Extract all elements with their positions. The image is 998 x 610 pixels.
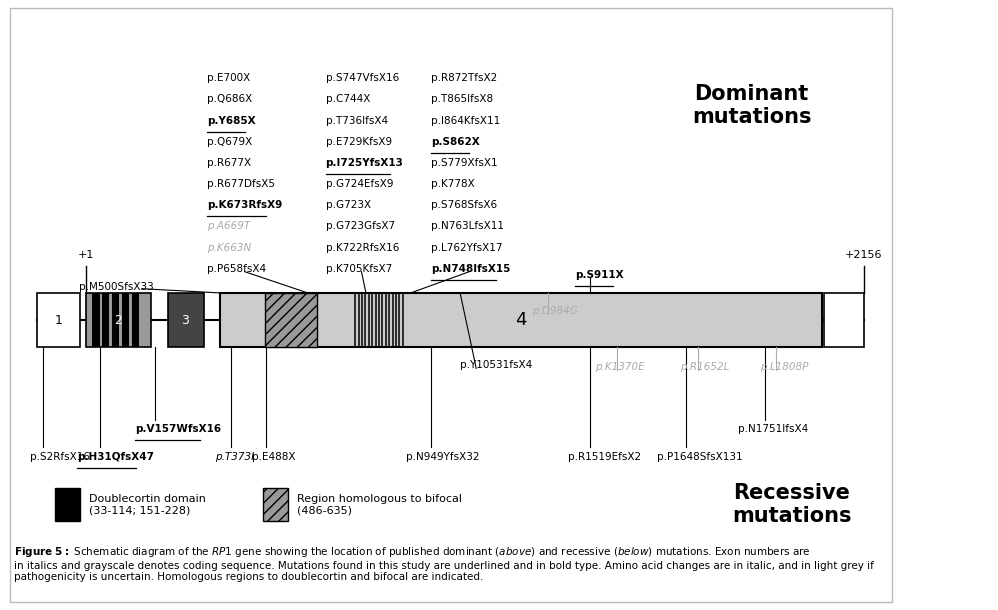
Text: p.M500SfsX33: p.M500SfsX33: [79, 282, 154, 292]
Text: p.E488X: p.E488X: [252, 453, 295, 462]
Text: p.I864KfsX11: p.I864KfsX11: [431, 116, 501, 126]
Text: p.K673RfsX9: p.K673RfsX9: [208, 200, 282, 210]
Text: p.R1652L: p.R1652L: [680, 362, 730, 372]
Text: p.E729KfsX9: p.E729KfsX9: [325, 137, 392, 147]
Text: p.L762YfsX17: p.L762YfsX17: [431, 243, 503, 253]
Text: p.N763LfsX11: p.N763LfsX11: [431, 221, 504, 231]
Text: p.T865IfsX8: p.T865IfsX8: [431, 95, 494, 104]
Bar: [220, 293, 822, 347]
Text: p.S862X: p.S862X: [431, 137, 480, 147]
Text: p.R677X: p.R677X: [208, 158, 251, 168]
Text: p.E700X: p.E700X: [208, 73, 250, 84]
Text: p.N949YfsX32: p.N949YfsX32: [406, 453, 480, 462]
Text: Region homologous to bifocal
(486-635): Region homologous to bifocal (486-635): [297, 493, 462, 515]
Text: p.Q686X: p.Q686X: [208, 95, 252, 104]
Bar: [93, 293, 100, 347]
Text: Dominant
mutations: Dominant mutations: [692, 84, 811, 127]
Text: p.L1808P: p.L1808P: [760, 362, 809, 372]
Text: p.K705KfsX7: p.K705KfsX7: [325, 264, 392, 274]
Text: Recessive
mutations: Recessive mutations: [733, 483, 851, 526]
Text: p.N748IfsX15: p.N748IfsX15: [431, 264, 511, 274]
Text: p.G723X: p.G723X: [325, 200, 370, 210]
Text: +1: +1: [78, 249, 95, 260]
Bar: [103, 293, 110, 347]
Text: p.R677DfsX5: p.R677DfsX5: [208, 179, 275, 189]
Bar: [122, 293, 129, 347]
Bar: [86, 293, 151, 347]
Bar: [112, 293, 120, 347]
Text: p.K663N: p.K663N: [208, 243, 251, 253]
Text: p.T736IfsX4: p.T736IfsX4: [325, 116, 388, 126]
Text: p.R872TfsX2: p.R872TfsX2: [431, 73, 498, 84]
Text: +2156: +2156: [845, 249, 882, 260]
Text: p.H31QfsX47: p.H31QfsX47: [77, 453, 155, 462]
Text: p.A669T: p.A669T: [208, 221, 250, 231]
Text: $\mathit{1}$: $\mathit{1}$: [54, 314, 63, 326]
Text: p.Y685X: p.Y685X: [208, 116, 255, 126]
Text: $\mathit{3}$: $\mathit{3}$: [182, 314, 191, 326]
Text: p.T373I: p.T373I: [216, 453, 254, 462]
Text: p.G723GfsX7: p.G723GfsX7: [325, 221, 395, 231]
Text: p.V157WfsX16: p.V157WfsX16: [136, 424, 222, 434]
Text: p.D984G: p.D984G: [532, 306, 578, 316]
Bar: [262, 487, 288, 522]
Text: p.P1648SfsX131: p.P1648SfsX131: [658, 453, 744, 462]
Text: p.S911X: p.S911X: [575, 270, 624, 280]
Text: p.S768SfsX6: p.S768SfsX6: [431, 200, 498, 210]
Bar: [264, 293, 316, 347]
Text: p.P658fsX4: p.P658fsX4: [208, 264, 266, 274]
Text: p.Y10531fsX4: p.Y10531fsX4: [460, 361, 532, 370]
Bar: [37, 293, 80, 347]
Text: p.S2RfsX16: p.S2RfsX16: [30, 453, 90, 462]
Bar: [55, 487, 80, 522]
Text: p.K1370E: p.K1370E: [595, 362, 645, 372]
Text: $\mathit{2}$: $\mathit{2}$: [114, 314, 123, 326]
Bar: [168, 293, 204, 347]
Text: p.K722RfsX16: p.K722RfsX16: [325, 243, 399, 253]
Text: $\bf{Figure\ 5:}$ Schematic diagram of the $\it{RP1}$ gene showing the location : $\bf{Figure\ 5:}$ Schematic diagram of t…: [14, 545, 873, 583]
Text: p.G724EfsX9: p.G724EfsX9: [325, 179, 393, 189]
Text: Doublecortin domain
(33-114; 151-228): Doublecortin domain (33-114; 151-228): [89, 493, 206, 515]
Text: p.C744X: p.C744X: [325, 95, 370, 104]
Text: $\mathit{4}$: $\mathit{4}$: [515, 311, 527, 329]
Text: p.R1519EfsX2: p.R1519EfsX2: [568, 453, 641, 462]
Text: p.S747VfsX16: p.S747VfsX16: [325, 73, 399, 84]
Bar: [132, 293, 139, 347]
Text: p.S779XfsX1: p.S779XfsX1: [431, 158, 498, 168]
Bar: [824, 293, 863, 347]
Text: p.I725YfsX13: p.I725YfsX13: [325, 158, 403, 168]
Text: p.N1751IfsX4: p.N1751IfsX4: [739, 424, 808, 434]
Text: p.Q679X: p.Q679X: [208, 137, 252, 147]
Text: p.K778X: p.K778X: [431, 179, 475, 189]
